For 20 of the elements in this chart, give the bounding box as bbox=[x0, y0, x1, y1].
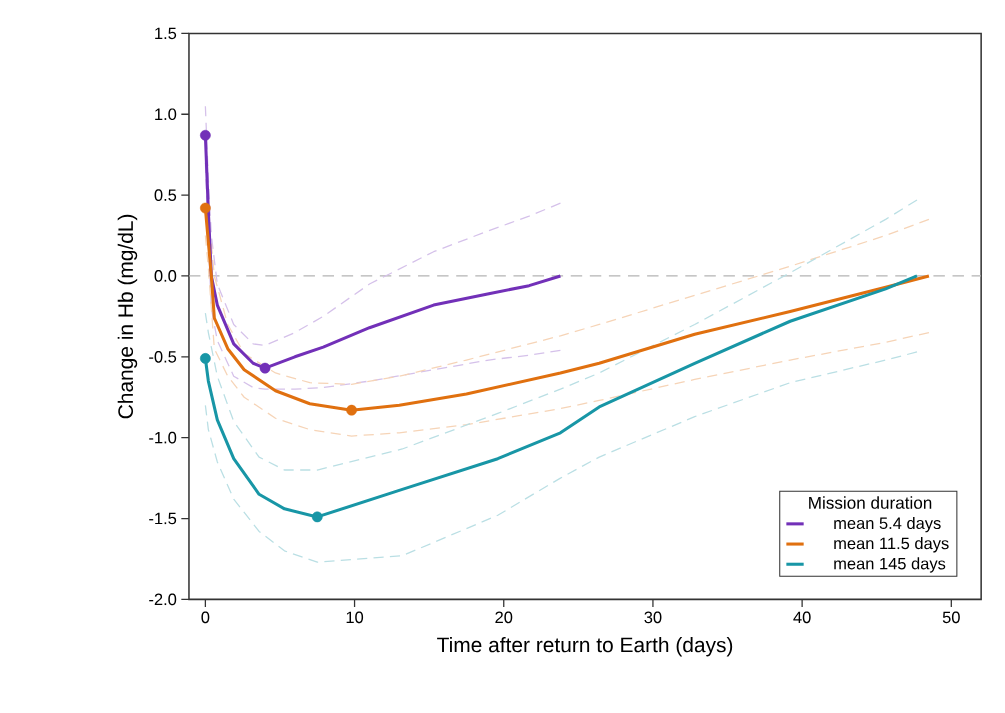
legend-label: mean 11.5 days bbox=[834, 537, 949, 553]
y-axis-title: Change in Hb (mg/dL) bbox=[117, 214, 138, 419]
y-tick-label: -2.0 bbox=[149, 593, 177, 606]
x-tick-label: 20 bbox=[495, 611, 513, 624]
y-tick-label: -1.5 bbox=[149, 512, 177, 525]
y-tick-label: 1.5 bbox=[155, 27, 177, 40]
x-axis-title: Time after return to Earth (days) bbox=[437, 636, 733, 657]
x-tick-label: 0 bbox=[201, 611, 210, 624]
x-tick-label: 50 bbox=[942, 611, 960, 624]
y-tick-label: 1.0 bbox=[155, 108, 177, 121]
y-tick-label: 0.0 bbox=[154, 270, 177, 282]
legend-label: mean 5.4 days bbox=[834, 516, 941, 533]
y-tick-label: -1.0 bbox=[149, 431, 177, 444]
x-tick-label: 40 bbox=[793, 611, 811, 624]
x-tick-label: 10 bbox=[346, 611, 364, 624]
y-tick-label: 0.5 bbox=[154, 189, 177, 201]
legend-label: mean 145 days bbox=[834, 557, 946, 573]
y-tick-label: -0.5 bbox=[149, 350, 177, 363]
x-tick-label: 30 bbox=[644, 611, 662, 624]
legend-title: Mission duration bbox=[809, 496, 932, 509]
